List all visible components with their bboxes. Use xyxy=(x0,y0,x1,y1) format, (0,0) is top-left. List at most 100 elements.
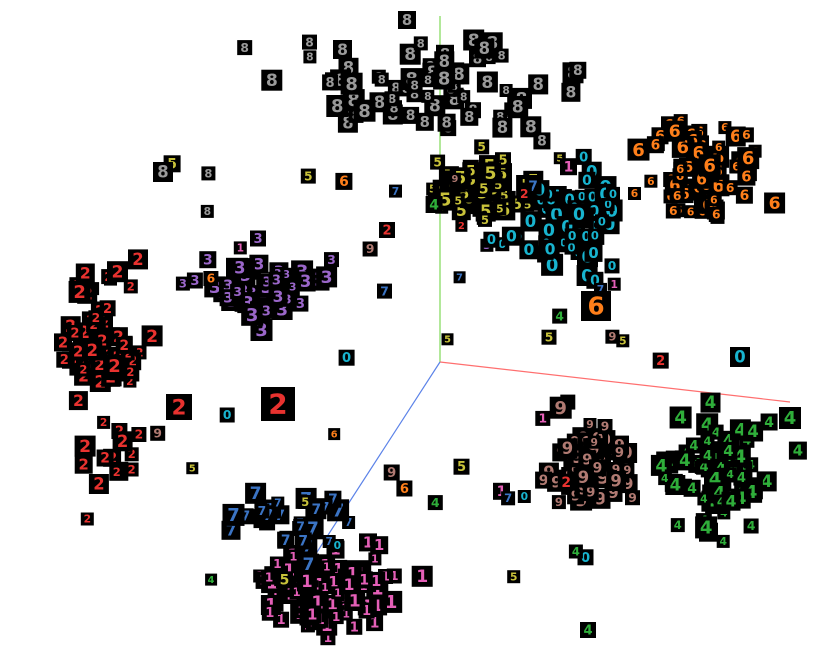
svg-text:4: 4 xyxy=(674,408,687,429)
svg-text:9: 9 xyxy=(578,468,589,487)
digit-2-tile: 2 xyxy=(261,387,295,421)
digit-8-tile: 8 xyxy=(201,166,216,181)
svg-text:8: 8 xyxy=(358,101,371,122)
digit-2-tile: 2 xyxy=(379,222,395,238)
svg-text:8: 8 xyxy=(240,41,249,55)
svg-text:8: 8 xyxy=(420,114,430,131)
svg-text:2: 2 xyxy=(84,513,91,526)
svg-text:7: 7 xyxy=(298,534,308,550)
svg-text:6: 6 xyxy=(632,140,645,161)
svg-text:4: 4 xyxy=(572,544,580,558)
svg-text:8: 8 xyxy=(417,36,425,50)
digit-3-tile: 3 xyxy=(292,295,309,312)
svg-text:2: 2 xyxy=(70,327,79,342)
svg-text:0: 0 xyxy=(545,240,556,258)
digit-8-tile: 8 xyxy=(494,48,509,63)
digit-0-tile: 0 xyxy=(575,148,592,165)
svg-text:3: 3 xyxy=(246,305,259,326)
svg-text:7: 7 xyxy=(281,533,291,549)
digit-6-tile: 6 xyxy=(735,186,753,204)
digit-5-tile: 5 xyxy=(298,495,313,509)
svg-text:8: 8 xyxy=(532,75,543,94)
digit-2-tile: 2 xyxy=(557,473,575,491)
svg-text:2: 2 xyxy=(73,282,86,303)
svg-text:4: 4 xyxy=(737,471,746,486)
digit-2-tile: 2 xyxy=(82,340,103,361)
digit-2-tile: 2 xyxy=(103,355,126,377)
svg-text:5: 5 xyxy=(459,186,469,203)
svg-text:3: 3 xyxy=(209,278,221,298)
svg-text:0: 0 xyxy=(523,241,534,259)
svg-text:6: 6 xyxy=(742,148,755,169)
svg-text:7: 7 xyxy=(250,484,262,504)
svg-text:5: 5 xyxy=(510,570,517,583)
svg-text:4: 4 xyxy=(700,518,713,539)
digit-1-tile: 1 xyxy=(303,605,322,624)
digit-1-tile: 1 xyxy=(344,590,366,611)
digit-0-tile: 0 xyxy=(587,229,602,243)
svg-text:7: 7 xyxy=(456,273,463,284)
svg-text:8: 8 xyxy=(481,73,493,93)
svg-text:5: 5 xyxy=(433,155,442,169)
digit-8-tile: 8 xyxy=(457,90,471,103)
svg-text:6: 6 xyxy=(703,156,716,177)
digit-2-tile: 2 xyxy=(68,280,91,303)
digit-9-tile: 9 xyxy=(150,425,166,441)
digit-2-tile: 2 xyxy=(75,263,95,283)
digit-4-tile: 4 xyxy=(719,441,738,460)
digit-5-tile: 5 xyxy=(441,333,454,346)
svg-text:8: 8 xyxy=(204,166,212,180)
digit-8-tile: 8 xyxy=(261,69,283,91)
digit-3-tile: 3 xyxy=(295,271,316,292)
svg-text:9: 9 xyxy=(539,473,549,489)
svg-text:6: 6 xyxy=(647,175,654,188)
svg-text:0: 0 xyxy=(582,173,592,189)
digit-3-tile: 3 xyxy=(258,302,275,319)
svg-text:0: 0 xyxy=(564,191,574,208)
digit-7-tile: 7 xyxy=(245,482,267,504)
svg-text:6: 6 xyxy=(769,194,781,214)
digit-6-tile: 6 xyxy=(328,428,341,440)
digit-9-tile: 9 xyxy=(549,396,572,419)
svg-text:3: 3 xyxy=(253,256,264,274)
digit-8-tile: 8 xyxy=(302,34,317,50)
svg-text:6: 6 xyxy=(732,159,740,173)
svg-text:4: 4 xyxy=(793,443,803,460)
digit-0-tile: 0 xyxy=(540,239,560,259)
digit-2-tile: 2 xyxy=(56,351,73,368)
digit-4-tile: 4 xyxy=(670,518,685,533)
digit-7-tile: 7 xyxy=(501,491,516,506)
digit-0-tile: 0 xyxy=(338,349,355,366)
svg-text:1: 1 xyxy=(307,607,317,624)
digit-7-tile: 7 xyxy=(222,503,245,526)
digit-0-tile: 0 xyxy=(564,228,580,244)
digit-2-tile: 2 xyxy=(88,474,109,494)
svg-text:8: 8 xyxy=(464,109,474,126)
svg-text:3: 3 xyxy=(296,297,305,312)
svg-text:3: 3 xyxy=(234,259,245,278)
digit-4-tile: 4 xyxy=(552,308,568,324)
svg-text:2: 2 xyxy=(58,334,68,351)
digit-2-tile: 2 xyxy=(112,431,133,452)
digit-9-tile: 9 xyxy=(557,438,578,459)
svg-text:4: 4 xyxy=(719,535,726,548)
digit-7-tile: 7 xyxy=(298,553,319,575)
svg-text:5: 5 xyxy=(456,202,467,220)
svg-text:8: 8 xyxy=(374,93,385,112)
svg-text:0: 0 xyxy=(591,229,599,243)
digit-4-tile: 4 xyxy=(580,622,596,639)
svg-text:6: 6 xyxy=(207,272,216,286)
svg-text:4: 4 xyxy=(670,476,681,495)
svg-text:8: 8 xyxy=(498,49,506,63)
digit-6-tile: 6 xyxy=(764,192,786,214)
svg-text:1: 1 xyxy=(273,557,282,571)
svg-text:6: 6 xyxy=(400,482,409,497)
svg-text:7: 7 xyxy=(227,505,240,526)
digit-6-tile: 6 xyxy=(737,167,756,186)
svg-text:6: 6 xyxy=(730,127,741,146)
digit-8-tile: 8 xyxy=(569,61,587,79)
digit-0-tile: 0 xyxy=(538,219,560,241)
svg-text:8: 8 xyxy=(389,102,398,117)
